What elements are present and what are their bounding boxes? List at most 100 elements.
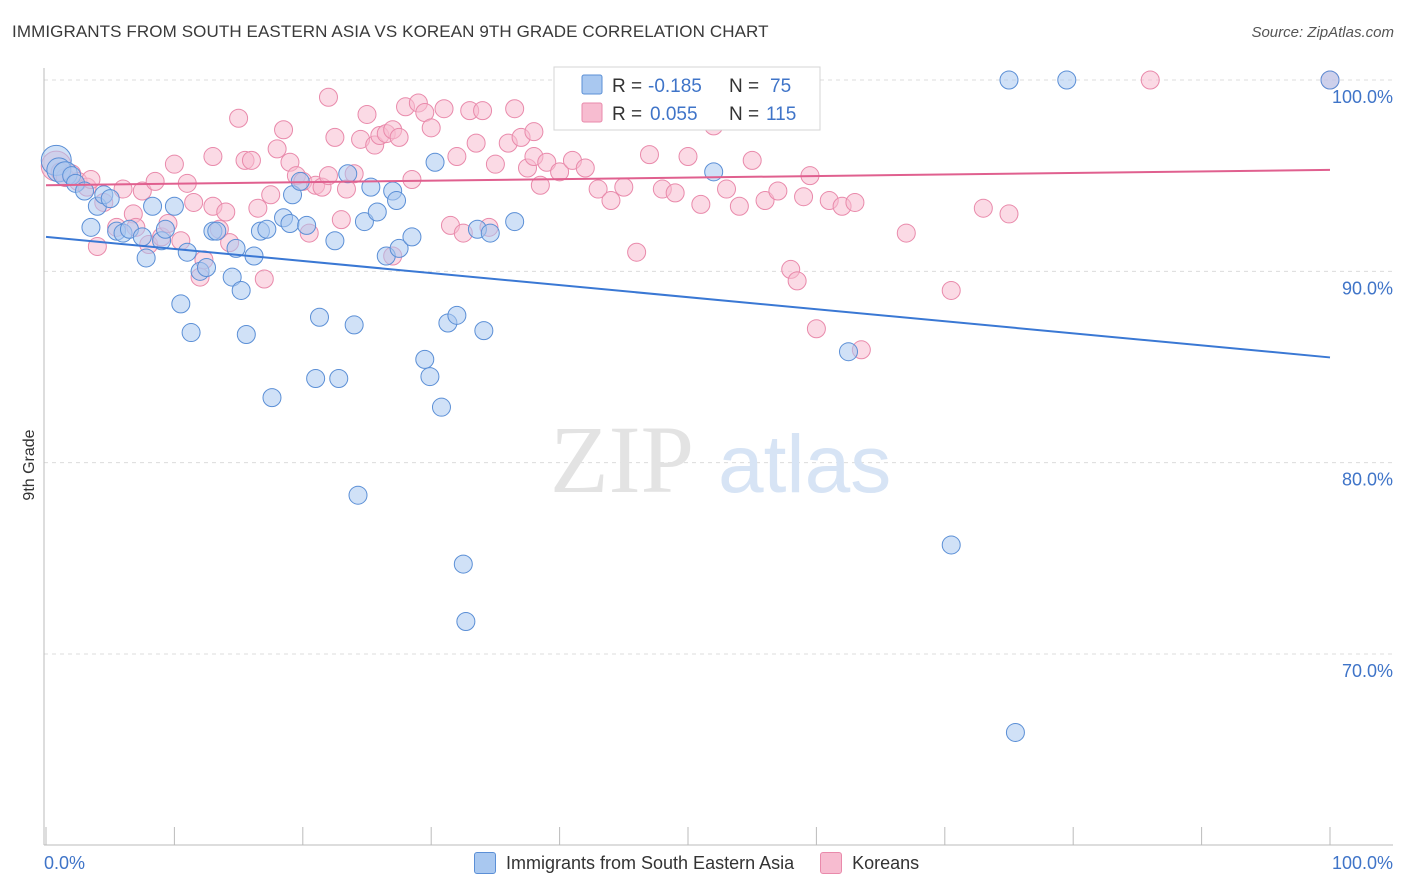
legend-item-sea[interactable]: Immigrants from South Eastern Asia: [474, 852, 794, 874]
sea-point: [425, 152, 445, 172]
sea-point: [226, 238, 246, 258]
korean-point: [537, 152, 557, 172]
legend-bottom: Immigrants from South Eastern Asia Korea…: [474, 852, 945, 874]
korean-point: [318, 87, 338, 107]
korean-point: [267, 139, 287, 159]
korean-point: [614, 177, 634, 197]
legend-r-value-blue: -0.185: [648, 76, 702, 97]
sea-point: [325, 231, 345, 251]
x-tick-label-max: 100.0%: [1332, 853, 1393, 873]
x-tick-label-min: 0.0%: [44, 853, 85, 873]
sea-point: [1057, 70, 1077, 90]
korean-point: [588, 179, 608, 199]
watermark: ZIP atlas: [550, 406, 891, 513]
korean-point: [466, 133, 486, 153]
korean-trend-line: [45, 168, 1331, 187]
chart-title: IMMIGRANTS FROM SOUTH EASTERN ASIA VS KO…: [12, 22, 769, 41]
korean-point: [999, 204, 1019, 224]
sea-point: [257, 219, 277, 239]
korean-point: [896, 223, 916, 243]
sea-point: [75, 181, 95, 201]
sea-points: [40, 70, 1340, 742]
korean-point: [325, 127, 345, 147]
korean-point: [678, 147, 698, 167]
sea-point: [431, 397, 451, 417]
sea-point: [181, 323, 201, 343]
korean-point: [601, 191, 621, 211]
korean-point: [164, 154, 184, 174]
sea-point: [207, 221, 227, 241]
legend-r-label-pink: R =: [612, 104, 642, 125]
korean-point: [742, 150, 762, 170]
korean-point: [717, 179, 737, 199]
korean-point: [473, 101, 493, 121]
sea-point: [344, 315, 364, 335]
sea-point: [222, 267, 242, 287]
korean-point: [248, 198, 268, 218]
korean-point: [241, 150, 261, 170]
korean-point: [1140, 70, 1160, 90]
legend-swatch-sea: [474, 852, 496, 874]
sea-point: [171, 294, 191, 314]
korean-point: [402, 169, 422, 189]
sea-point: [262, 388, 282, 408]
legend-item-koreans[interactable]: Koreans: [820, 852, 919, 874]
sea-point: [447, 305, 467, 325]
sea-point: [999, 70, 1019, 90]
sea-point: [505, 212, 525, 232]
legend-r-label-blue: R =: [612, 76, 642, 97]
sea-point: [839, 342, 858, 362]
sea-point: [387, 191, 407, 211]
legend-swatch-koreans: [820, 852, 843, 874]
y-tick-label: 80.0%: [1342, 470, 1393, 490]
korean-point: [941, 280, 961, 300]
sea-point: [309, 307, 329, 327]
korean-point: [627, 242, 647, 262]
sea-point: [306, 368, 326, 388]
trend-lines: [45, 168, 1331, 359]
legend-n-value-blue: 75: [770, 76, 791, 97]
korean-point: [787, 271, 807, 291]
sea-point: [280, 214, 300, 233]
sea-point: [1320, 70, 1340, 90]
sea-point: [297, 215, 317, 235]
legend-n-label-blue: N =: [729, 76, 759, 97]
legend-top: R = -0.185 N = 75 R = 0.055 N = 115: [553, 66, 821, 131]
korean-point: [485, 154, 505, 174]
watermark-zip: ZIP: [550, 406, 694, 513]
korean-point: [447, 147, 467, 167]
korean-point: [331, 210, 351, 230]
korean-point: [665, 183, 685, 203]
korean-point: [505, 99, 525, 119]
sea-point: [361, 177, 381, 197]
korean-point: [973, 198, 993, 218]
sea-point: [197, 258, 216, 278]
sea-point: [81, 217, 101, 237]
korean-point: [729, 196, 749, 216]
sea-point: [474, 321, 494, 341]
y-tick-label: 90.0%: [1342, 278, 1393, 298]
sea-point: [415, 349, 435, 369]
sea-point: [338, 164, 358, 184]
korean-point: [229, 108, 249, 128]
legend-swatch-blue: [581, 74, 603, 95]
watermark-atlas: atlas: [718, 419, 891, 510]
y-tick-labels: 100.0% 90.0% 80.0% 70.0%: [1332, 87, 1393, 681]
sea-point: [236, 324, 256, 344]
y-tick-label: 70.0%: [1342, 661, 1393, 681]
sea-point: [100, 189, 120, 209]
sea-point: [231, 280, 251, 300]
korean-point: [421, 118, 441, 138]
source-label: Source: ZipAtlas.com: [1251, 24, 1394, 41]
korean-point: [575, 158, 595, 178]
korean-point: [203, 147, 223, 167]
sea-point: [1005, 722, 1025, 742]
sea-point: [136, 248, 156, 268]
korean-point: [132, 181, 152, 201]
axes: [43, 68, 1393, 846]
korean-point: [261, 185, 281, 205]
sea-point: [480, 223, 500, 243]
korean-point: [794, 187, 814, 207]
sea-point: [143, 196, 163, 216]
